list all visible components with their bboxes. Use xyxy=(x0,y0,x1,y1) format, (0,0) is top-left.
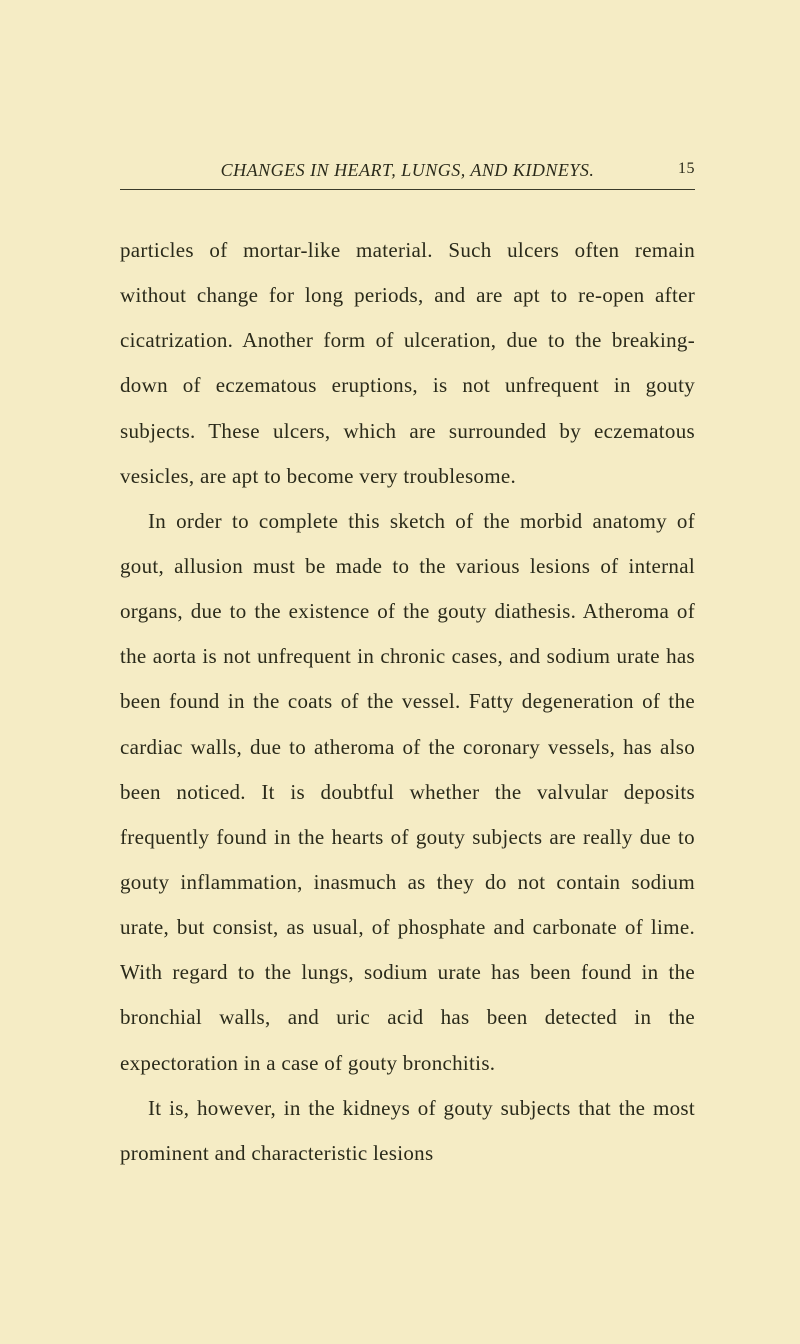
paragraph-1: particles of mortar-like material. Such … xyxy=(120,228,695,499)
paragraph-2: In order to complete this sketch of the … xyxy=(120,499,695,1086)
running-header: CHANGES IN HEART, LUNGS, AND KIDNEYS. 15 xyxy=(120,160,695,181)
header-title: CHANGES IN HEART, LUNGS, AND KIDNEYS. xyxy=(221,160,595,180)
paragraph-3: It is, however, in the kidneys of gouty … xyxy=(120,1086,695,1176)
body-text: particles of mortar-like material. Such … xyxy=(120,228,695,1176)
page-number: 15 xyxy=(678,160,695,178)
page-container: CHANGES IN HEART, LUNGS, AND KIDNEYS. 15… xyxy=(0,0,800,1256)
header-divider xyxy=(120,189,695,190)
